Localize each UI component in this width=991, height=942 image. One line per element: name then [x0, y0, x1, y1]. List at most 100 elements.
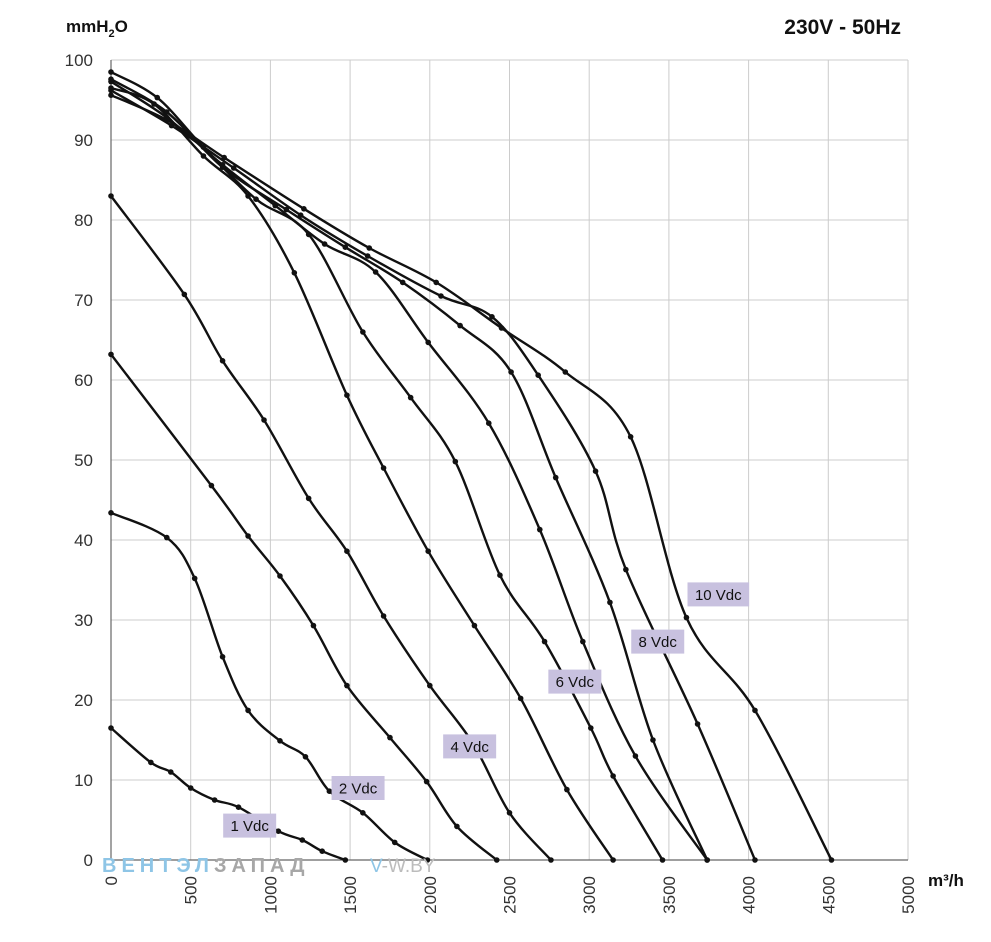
series-label-bg-1 [223, 813, 277, 838]
x-tick-label-4500: 4500 [819, 876, 838, 914]
series-2-point-2 [163, 534, 170, 541]
series-5-point-9 [471, 622, 478, 629]
series-label-text-5: 8 Vdc [639, 634, 678, 651]
watermark-text-3: V-W.BY [370, 856, 436, 877]
series-10-point-4 [301, 206, 307, 212]
series-7 [108, 78, 710, 863]
y-tick-label-10: 10 [74, 771, 93, 790]
x-tick-label-2000: 2000 [421, 876, 440, 914]
series-5-point-12 [610, 857, 616, 863]
series-8-point-10 [607, 599, 613, 606]
x-tick-label-500: 500 [182, 876, 201, 904]
series-line-5 [110, 86, 615, 861]
series-6-point-7 [407, 394, 414, 401]
series-6-point-4 [253, 196, 259, 202]
series-3-point-9 [454, 823, 460, 830]
series-4-point-4 [261, 417, 267, 423]
svg-text:ВЕНТЭЛЗАПАД: ВЕНТЭЛЗАПАД [102, 855, 309, 877]
series-10-point-10 [683, 614, 690, 621]
series-10-point-9 [627, 434, 634, 440]
series-2-point-1 [108, 510, 114, 516]
series-7-point-10 [580, 638, 586, 645]
series-label-bg-3 [443, 734, 497, 759]
series-8-point-6 [399, 279, 406, 286]
watermark: ВЕНТЭЛЗАПАД V-W.BY [102, 855, 436, 877]
x-tick-labels: 0 500 1000 1500 2000 2500 3000 3500 4000 4500 5000 [102, 876, 918, 914]
series-3-point-2 [208, 482, 215, 489]
series-2-point-4 [219, 654, 226, 660]
series-1-point-3 [167, 769, 174, 775]
series-10-point-8 [562, 369, 569, 375]
series-line-1 [110, 727, 346, 862]
series-4-point-11 [548, 857, 554, 863]
series-1-point-1 [108, 725, 114, 731]
series-5-point-5 [291, 270, 298, 276]
series-7-point-9 [536, 526, 543, 533]
series-2-point-7 [302, 754, 309, 760]
series-8-point-5 [342, 244, 349, 250]
series-1-point-6 [235, 804, 242, 810]
series-4-point-7 [380, 613, 387, 619]
series-line-9 [110, 89, 757, 861]
watermark-text-1: ВЕНТЭЛ [102, 855, 214, 877]
series-10-point-1 [108, 92, 114, 98]
series-5-point-10 [517, 695, 524, 702]
series-9 [108, 87, 758, 863]
series-label-3: 4 Vdc [443, 734, 497, 759]
series-1-point-9 [319, 848, 326, 854]
series-2-point-11 [424, 857, 431, 863]
x-tick-label-0: 0 [102, 876, 121, 885]
y-tick-label-70: 70 [74, 291, 93, 310]
series-5-point-7 [380, 465, 387, 471]
y-tick-label-20: 20 [74, 691, 93, 710]
series-9-point-1 [108, 87, 114, 94]
x-tick-label-1500: 1500 [341, 876, 360, 914]
series-9-point-7 [489, 314, 495, 320]
series-label-bg-5 [631, 629, 685, 654]
y-tick-label-90: 90 [74, 131, 93, 150]
series-7-point-5 [321, 241, 328, 247]
series-3-point-7 [387, 734, 393, 741]
y-tick-label-60: 60 [74, 371, 93, 390]
chart-title: 230V - 50Hz [784, 16, 901, 39]
series-10-point-12 [828, 857, 835, 863]
series-5-point-6 [344, 392, 350, 399]
series-label-text-2: 2 Vdc [339, 781, 378, 798]
series-3-point-6 [344, 682, 350, 689]
series-label-bg-4 [548, 669, 602, 694]
x-tick-label-5000: 5000 [899, 876, 918, 914]
series-label-1: 1 Vdc [223, 813, 277, 838]
series-2 [108, 510, 431, 863]
y-tick-label-0: 0 [84, 851, 93, 870]
series-4-point-3 [219, 358, 226, 364]
series-labels: 1 Vdc 2 Vdc 4 Vdc 6 Vdc 8 Vdc 10 Vdc [223, 582, 750, 838]
y-tick-label-80: 80 [74, 211, 93, 230]
series-5-point-8 [425, 548, 432, 554]
series-10-point-2 [163, 117, 170, 123]
series-lines [108, 69, 835, 863]
series-6-point-9 [497, 572, 503, 578]
series-1 [108, 725, 349, 863]
series-10-point-6 [433, 279, 439, 286]
series-1-point-4 [187, 785, 194, 791]
series-3-point-4 [277, 573, 283, 579]
series-6-point-12 [610, 773, 616, 779]
series-4-point-1 [108, 193, 114, 199]
series-2-point-6 [277, 738, 283, 744]
series-1-point-8 [299, 837, 306, 843]
watermark-text-2: ЗАПАД [214, 855, 310, 877]
series-10 [108, 92, 835, 863]
y-tick-labels: 0 10 20 30 40 50 60 70 80 90 100 [65, 51, 93, 870]
series-9-point-4 [297, 212, 304, 218]
series-4-point-10 [506, 810, 513, 816]
x-axis-label: m³/h [928, 871, 964, 890]
series-1-point-10 [342, 857, 349, 863]
series-10-point-3 [221, 154, 227, 161]
series-3-point-5 [310, 622, 317, 629]
series-1-point-5 [211, 797, 218, 803]
series-2-point-9 [360, 810, 366, 816]
series-label-4: 6 Vdc [548, 669, 602, 694]
y-tick-label-100: 100 [65, 51, 93, 70]
x-tick-label-2500: 2500 [501, 876, 520, 914]
series-line-3 [110, 353, 498, 861]
